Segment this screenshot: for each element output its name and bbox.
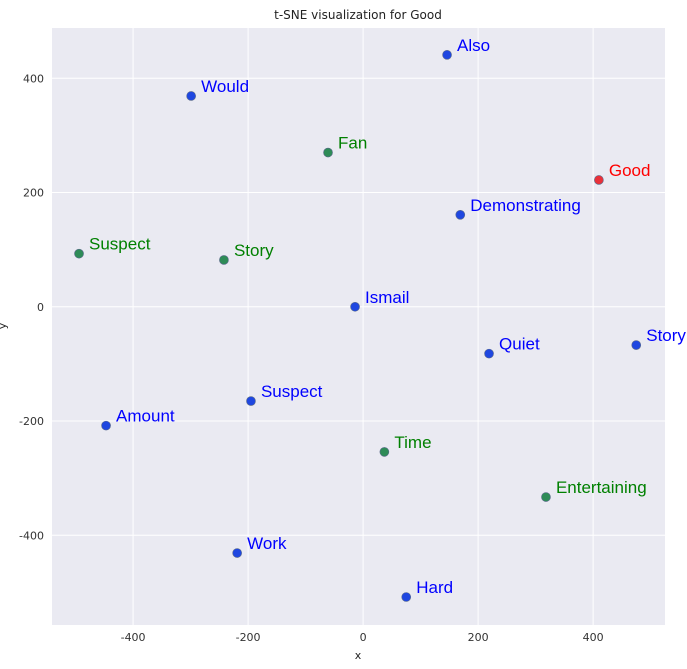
scatter-point (442, 50, 452, 60)
point-label: Quiet (499, 335, 540, 354)
point-label: Suspect (261, 382, 323, 401)
scatter-point (219, 255, 229, 265)
x-axis-label: x (355, 649, 362, 662)
y-axis-label: y (0, 322, 9, 329)
x-tick-label: 0 (360, 631, 367, 644)
scatter-point (401, 592, 412, 602)
scatter-point (101, 420, 111, 431)
point-label: Suspect (89, 235, 151, 254)
scatter-point (232, 548, 242, 558)
y-tick-label: 0 (37, 301, 44, 314)
point-label: Demonstrating (470, 196, 581, 215)
data-points: Also Would Fan Good Demonstrating Suspect Stor… (74, 36, 686, 602)
point-label: Hard (416, 578, 453, 597)
x-tick-label: -200 (236, 631, 261, 644)
plot-background (52, 28, 665, 625)
scatter-point (246, 396, 256, 406)
point-label: Story (646, 326, 686, 345)
chart-title: t-SNE visualization for Good (274, 8, 442, 22)
grid-lines (52, 28, 665, 625)
point-label: Amount (116, 407, 175, 426)
scatter-point (186, 91, 196, 101)
y-tick-label: 400 (23, 72, 44, 85)
scatter-point (379, 447, 390, 457)
point-label: Would (201, 77, 249, 96)
point-label: Story (234, 241, 274, 260)
scatter-point (74, 248, 84, 259)
point-label: Also (457, 36, 490, 55)
x-tick-label: -400 (121, 631, 146, 644)
scatter-point (350, 301, 360, 312)
x-tick-label: 400 (583, 631, 604, 644)
point-label: Ismail (365, 288, 409, 307)
x-tick-label: 200 (468, 631, 489, 644)
y-tick-label: -200 (19, 415, 44, 428)
scatter-point (594, 175, 604, 185)
y-tick-label: -400 (19, 529, 44, 542)
point-label: Time (394, 433, 431, 452)
scatter-point (631, 340, 642, 350)
scatter-point (323, 147, 333, 158)
point-label: Work (247, 534, 287, 553)
y-tick-label: 200 (23, 187, 44, 200)
scatter-point (484, 348, 494, 359)
point-label: Entertaining (556, 478, 647, 497)
tick-labels: -400 -200 0 200 400 400 200 0 -200 -400 (19, 72, 604, 644)
scatter-point (541, 492, 551, 502)
point-label: Good (609, 161, 651, 180)
scatter-point (455, 210, 466, 220)
point-label: Fan (338, 134, 367, 153)
